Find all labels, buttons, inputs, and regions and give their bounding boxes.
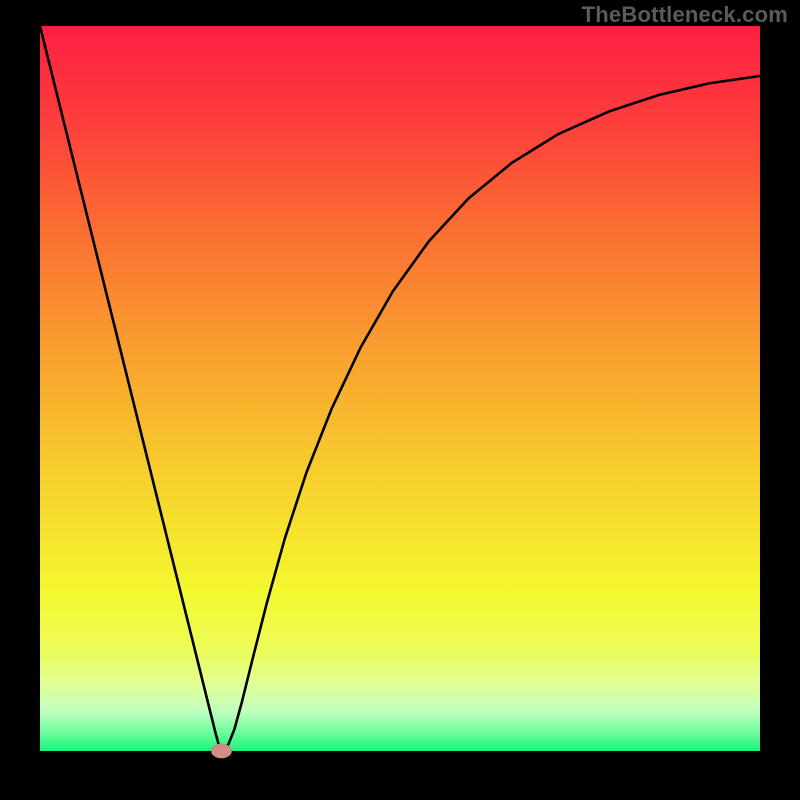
watermark-text: TheBottleneck.com [582,2,788,28]
chart-plot-area [40,26,760,751]
bottleneck-chart-svg [0,0,800,800]
min-point-marker [211,744,231,758]
chart-container: TheBottleneck.com [0,0,800,800]
